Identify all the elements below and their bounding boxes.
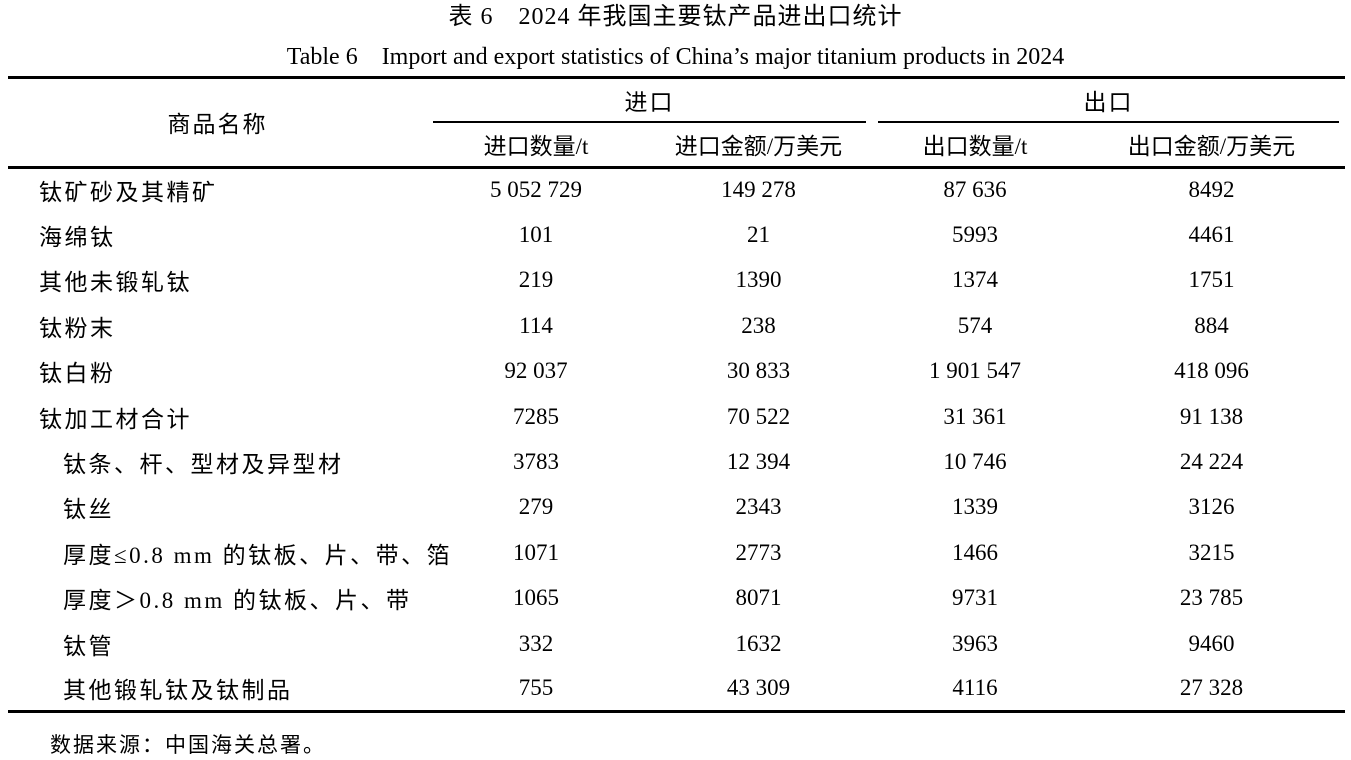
value-cell: 101 [518, 222, 554, 248]
table-row: 钛矿砂及其精矿 5 052 729 149 278 87 636 8492 [8, 167, 1345, 212]
value-cell: 4461 [1188, 222, 1235, 248]
value-cell: 27 328 [1179, 675, 1244, 701]
header-group-import: 进口 [427, 78, 872, 123]
value-cell: 87 636 [943, 177, 1007, 203]
value-cell: 92 037 [504, 358, 568, 384]
value-cell: 7285 [513, 403, 559, 429]
value-cell: 1 901 547 [929, 358, 1021, 384]
table-row: 钛丝 279 2343 1339 3126 [8, 485, 1345, 530]
table-row: 厚度≤0.8 mm 的钛板、片、带、箔 1071 2773 1466 3215 [8, 530, 1345, 575]
value-cell: 24 224 [1179, 449, 1244, 475]
value-cell: 21 [747, 222, 770, 248]
value-cell: 43 309 [726, 675, 791, 701]
value-cell: 3215 [1188, 539, 1235, 565]
value-cell: 8071 [735, 585, 782, 611]
table-row: 其他未锻轧钛 219 1390 1374 1751 [8, 258, 1345, 303]
value-cell: 8492 [1188, 177, 1235, 203]
value-cell: 3783 [513, 449, 559, 475]
value-cell: 574 [957, 312, 993, 338]
product-name-cell: 钛白粉 [39, 361, 116, 387]
product-name-cell: 钛粉末 [39, 315, 116, 341]
value-cell: 4116 [952, 675, 998, 701]
header-import-value: 进口金额/万美元 [645, 123, 872, 169]
header-import-quantity: 进口数量/t [427, 123, 645, 169]
value-cell: 1374 [952, 267, 998, 293]
header-export-value: 出口金额/万美元 [1078, 123, 1345, 169]
value-cell: 9731 [952, 585, 998, 611]
product-name-cell: 其他锻轧钛及钛制品 [63, 678, 293, 704]
data-source-note: 数据来源：中国海关总署。 [50, 733, 326, 758]
value-cell: 279 [518, 494, 554, 520]
value-cell: 12 394 [726, 449, 791, 475]
table-row: 其他锻轧钛及钛制品 755 43 309 4116 27 328 [8, 666, 1345, 711]
value-cell: 3126 [1188, 494, 1235, 520]
value-cell: 755 [518, 675, 554, 701]
header-group-row: 商品名称 进口 出口 [8, 77, 1345, 169]
product-name-cell: 钛矿砂及其精矿 [39, 180, 218, 206]
product-name-cell: 厚度＞0.8 mm 的钛板、片、带 [63, 588, 412, 614]
product-name-cell: 厚度≤0.8 mm 的钛板、片、带、箔 [63, 542, 453, 568]
value-cell: 1751 [1188, 267, 1235, 293]
value-cell: 2773 [735, 539, 782, 565]
value-cell: 1632 [735, 630, 782, 656]
value-cell: 238 [741, 312, 776, 338]
value-cell: 219 [518, 267, 554, 293]
value-cell: 5993 [952, 222, 998, 248]
table-row: 钛管 332 1632 3963 9460 [8, 621, 1345, 666]
value-cell: 1339 [952, 494, 998, 520]
titanium-import-export-table: 商品名称 进口 出口 进口数量/t 进口金额/万美元 出口数量/t 出口金额/万… [8, 76, 1345, 714]
table-row: 钛加工材合计 7285 70 522 31 361 91 138 [8, 394, 1345, 439]
value-cell: 10 746 [943, 449, 1007, 475]
value-cell: 9460 [1188, 630, 1235, 656]
product-name-cell: 钛丝 [63, 497, 114, 523]
header-group-export-label: 出口 [878, 79, 1339, 123]
table-title-chinese: 表 6 2024 年我国主要钛产品进出口统计 [448, 4, 903, 30]
value-cell: 23 785 [1179, 585, 1244, 611]
table-row: 厚度＞0.8 mm 的钛板、片、带 1065 8071 9731 23 785 [8, 576, 1345, 621]
value-cell: 30 833 [726, 358, 791, 384]
table-row: 钛条、杆、型材及异型材 3783 12 394 10 746 24 224 [8, 439, 1345, 484]
product-name-cell: 钛管 [63, 633, 114, 659]
header-group-import-label: 进口 [433, 79, 866, 123]
header-sub-row: 进口数量/t 进口金额/万美元 出口数量/t 出口金额/万美元 [8, 123, 1345, 169]
value-cell: 5 052 729 [490, 177, 582, 203]
table-row: 钛粉末 114 238 574 884 [8, 303, 1345, 348]
value-cell: 1065 [513, 585, 559, 611]
value-cell: 332 [518, 630, 554, 656]
value-cell: 114 [519, 312, 553, 338]
value-cell: 884 [1194, 312, 1229, 338]
header-product-name: 商品名称 [8, 77, 427, 169]
header-group-export: 出口 [872, 78, 1345, 123]
value-cell: 2343 [735, 494, 782, 520]
header-export-quantity: 出口数量/t [872, 123, 1078, 169]
value-cell: 3963 [952, 630, 998, 656]
product-name-cell: 其他未锻轧钛 [39, 270, 192, 296]
table-title-english: Table 6 Import and export statistics of … [286, 44, 1065, 70]
table-row: 海绵钛 101 21 5993 4461 [8, 212, 1345, 257]
table-row: 钛白粉 92 037 30 833 1 901 547 418 096 [8, 349, 1345, 394]
product-name-cell: 海绵钛 [39, 225, 116, 251]
value-cell: 418 096 [1174, 358, 1249, 384]
product-name-cell: 钛加工材合计 [39, 406, 192, 432]
value-cell: 149 278 [721, 177, 796, 203]
value-cell: 1390 [735, 267, 782, 293]
value-cell: 91 138 [1179, 403, 1244, 429]
value-cell: 1071 [513, 539, 559, 565]
value-cell: 1466 [952, 539, 998, 565]
value-cell: 70 522 [726, 403, 791, 429]
value-cell: 31 361 [943, 403, 1007, 429]
product-name-cell: 钛条、杆、型材及异型材 [63, 452, 344, 478]
